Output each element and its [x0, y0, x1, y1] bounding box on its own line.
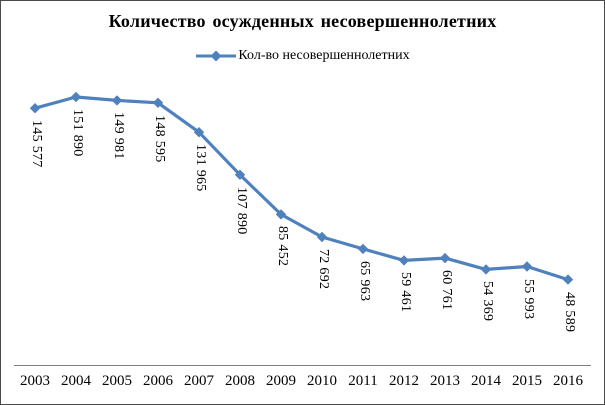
data-label: 85 452 — [275, 226, 290, 267]
data-label: 65 963 — [357, 260, 372, 302]
data-label: 55 993 — [521, 278, 536, 319]
series-line — [33, 95, 570, 282]
x-axis-tick-label: 2011 — [348, 373, 378, 389]
x-axis-tick-label: 2006 — [143, 373, 173, 389]
data-label: 145 577 — [29, 120, 44, 168]
x-axis-tick-label: 2013 — [430, 373, 460, 389]
x-axis-tick-label: 2008 — [225, 373, 255, 389]
x-axis-tick-label: 2015 — [512, 373, 542, 389]
data-label: 107 890 — [234, 186, 249, 235]
data-label: 148 595 — [152, 114, 167, 163]
x-axis-tick-label: 2009 — [266, 373, 296, 389]
x-axis-tick-label: 2004 — [61, 373, 91, 389]
legend-line-diamond-icon — [196, 50, 237, 62]
data-label: 149 981 — [111, 112, 126, 160]
x-axis-tick-label: 2005 — [102, 373, 132, 389]
data-label: 54 369 — [480, 281, 495, 322]
x-axis-tick-label: 2014 — [471, 373, 501, 389]
x-axis-tick-label: 2016 — [553, 373, 583, 389]
legend: Кол-во несовершеннолетних — [1, 48, 604, 64]
data-label: 60 761 — [439, 270, 454, 311]
data-label: 131 965 — [193, 144, 208, 192]
data-label: 48 589 — [562, 291, 577, 332]
x-axis-tick-label: 2007 — [184, 373, 214, 389]
x-axis-tick-label: 2010 — [307, 373, 337, 389]
data-label: 72 692 — [316, 249, 331, 290]
x-axis-tick-label: 2003 — [20, 373, 50, 389]
x-axis-tick-label: 2012 — [389, 373, 419, 389]
data-label: 151 890 — [70, 109, 85, 157]
legend-label: Кол-во несовершеннолетних — [238, 48, 410, 63]
data-label: 59 461 — [398, 272, 413, 313]
chart-title: Количество осужденных несовершеннолетних — [108, 11, 497, 31]
